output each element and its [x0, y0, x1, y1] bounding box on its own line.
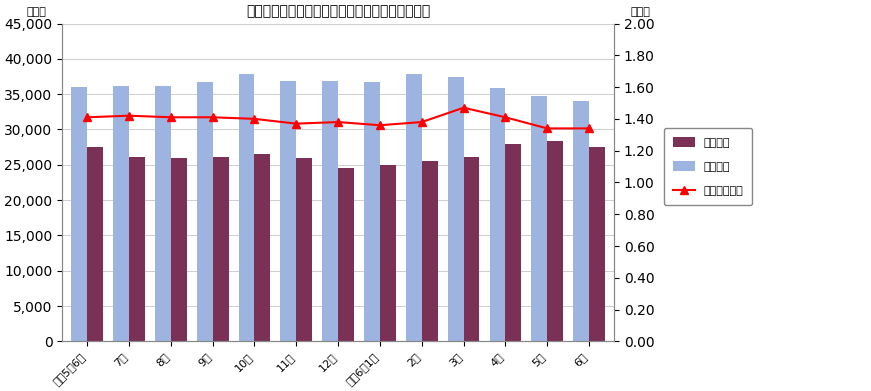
Bar — [197, 82, 213, 341]
Bar — [505, 143, 521, 341]
Text: （倍）: （倍） — [630, 7, 650, 17]
Bar — [322, 81, 338, 341]
Bar — [573, 100, 589, 341]
Bar — [296, 158, 312, 341]
有効求人倍率 — [333, 120, 343, 124]
Bar — [406, 74, 422, 341]
Text: （人）: （人） — [26, 7, 46, 17]
有効求人倍率 — [375, 123, 385, 127]
Bar — [589, 147, 605, 341]
有効求人倍率 — [124, 113, 134, 118]
Bar — [463, 157, 479, 341]
Bar — [448, 77, 463, 341]
Bar — [155, 86, 171, 341]
Line: 有効求人倍率: 有効求人倍率 — [83, 104, 593, 133]
有効求人倍率 — [207, 115, 218, 120]
Bar — [422, 161, 437, 341]
有効求人倍率 — [500, 115, 510, 120]
Title: 有効求職・求人・求人倍率（季節調整値）の推移: 有効求職・求人・求人倍率（季節調整値）の推移 — [246, 4, 430, 18]
Legend: 有効求職, 有効求人, 有効求人倍率: 有効求職, 有効求人, 有効求人倍率 — [664, 128, 753, 205]
Bar — [254, 154, 270, 341]
Bar — [239, 74, 254, 341]
Bar — [113, 86, 129, 341]
Bar — [338, 168, 354, 341]
有効求人倍率 — [165, 115, 176, 120]
Bar — [280, 81, 296, 341]
有効求人倍率 — [584, 126, 594, 131]
Bar — [547, 141, 563, 341]
Bar — [380, 165, 395, 341]
有効求人倍率 — [291, 121, 301, 126]
Bar — [87, 147, 103, 341]
有効求人倍率 — [249, 117, 260, 121]
有効求人倍率 — [82, 115, 92, 120]
有効求人倍率 — [458, 106, 469, 110]
Bar — [531, 95, 547, 341]
Bar — [129, 157, 145, 341]
Bar — [364, 82, 380, 341]
有効求人倍率 — [542, 126, 552, 131]
Bar — [71, 87, 87, 341]
Bar — [171, 158, 186, 341]
Bar — [213, 157, 228, 341]
Bar — [490, 88, 505, 341]
有効求人倍率 — [416, 120, 427, 124]
